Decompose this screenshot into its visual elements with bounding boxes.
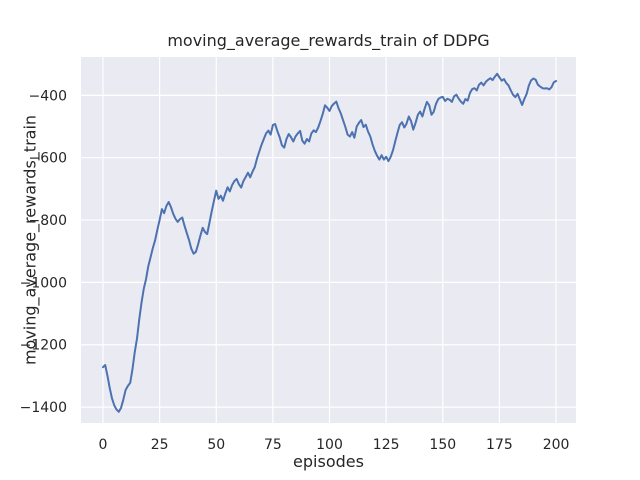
x-tick-label: 25 [151, 437, 169, 453]
x-tick-label: 100 [316, 437, 343, 453]
y-tick-label: −1400 [20, 400, 67, 416]
x-tick-label: 150 [429, 437, 456, 453]
x-tick-label: 175 [486, 437, 513, 453]
y-tick-label: −400 [29, 88, 67, 104]
x-tick-label: 125 [373, 437, 400, 453]
x-tick-label: 0 [99, 437, 108, 453]
y-tick-label: −600 [29, 151, 67, 167]
y-tick-label: −1000 [20, 275, 67, 291]
chart-title: moving_average_rewards_train of DDPG [167, 31, 490, 50]
series-line-ddpg [102, 72, 558, 413]
x-tick-label: 50 [207, 437, 225, 453]
x-axis-label: episodes [293, 452, 364, 471]
y-tick-label: −1200 [20, 338, 67, 354]
x-tick-label: 75 [264, 437, 282, 453]
y-tick-label: −800 [29, 213, 67, 229]
plot-area [81, 57, 576, 423]
x-tick-label: 200 [543, 437, 570, 453]
